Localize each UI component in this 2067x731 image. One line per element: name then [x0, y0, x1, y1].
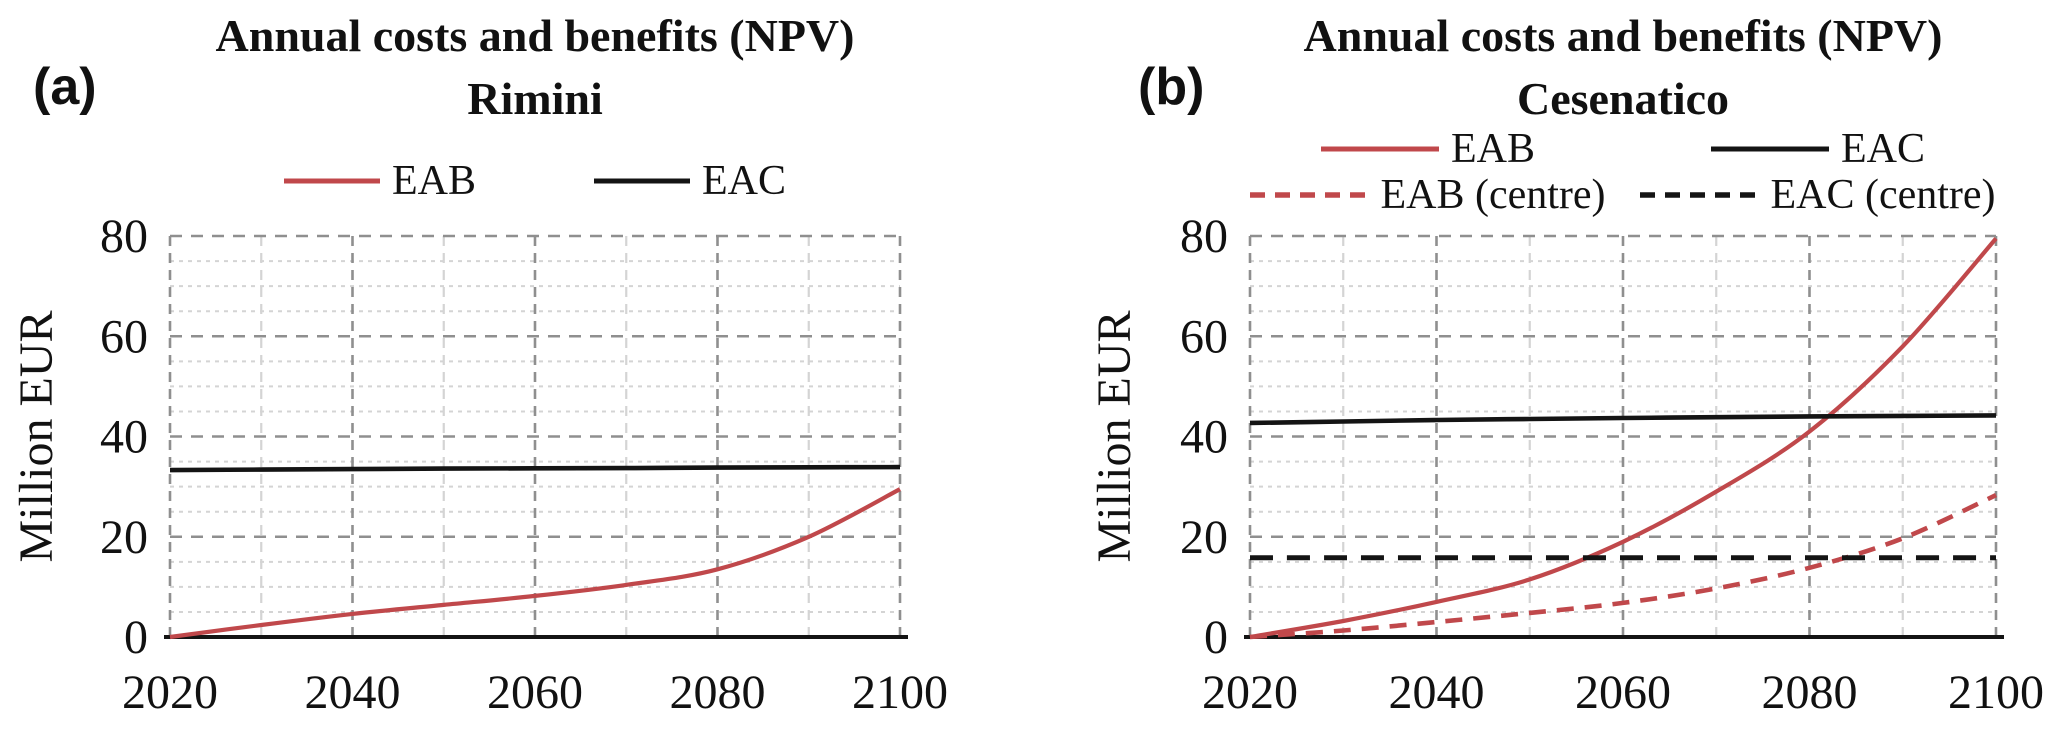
legend-item-eac: EAC [594, 160, 786, 202]
x-tick-label: 2100 [852, 666, 948, 719]
y-axis-title: Million EUR [1088, 310, 1141, 562]
legend-label: EAB [1451, 126, 1535, 172]
legend-row: EAB EAC [1321, 128, 1925, 170]
legend-line-swatch [1321, 146, 1439, 152]
legend-label: EAC [702, 158, 786, 204]
y-tick-label: 0 [124, 611, 148, 664]
legend-row: EAB EAC [284, 160, 786, 202]
x-tick-label: 2040 [1389, 666, 1485, 719]
x-tick-labels: 2020 2040 2060 2080 2100 [122, 666, 948, 719]
series-line-eab--centre- [1249, 493, 1997, 640]
x-tick-label: 2060 [1575, 666, 1671, 719]
chart-panel-cesenatico: (b) Annual costs and benefits (NPV) Cese… [1034, 0, 2067, 731]
legend-item-eac: EAC [1711, 128, 1925, 170]
series-line-eac [169, 464, 901, 473]
legend-item-eab: EAB [1321, 128, 1711, 170]
legend-label: EAB (centre) [1380, 172, 1606, 218]
legend-cesenatico: EAB EAC EAB (centre) EAC (centre) [1250, 128, 1996, 216]
legend-item-eab--centre-: EAB (centre) [1250, 174, 1640, 216]
x-major-gridlines [168, 236, 902, 644]
chart-subtitle-cesenatico: Cesenatico [1516, 73, 1730, 124]
y-tick-label: 80 [100, 210, 148, 263]
x-tick-label: 2040 [305, 666, 401, 719]
series-line-eab [1249, 237, 1998, 640]
x-tick-labels: 2020 2040 2060 2080 2100 [1202, 666, 2044, 719]
x-tick-label: 2080 [1762, 666, 1858, 719]
series-line-eab [169, 487, 901, 640]
legend-label: EAC (centre) [1770, 172, 1996, 218]
y-tick-labels: 0 20 40 60 80 [100, 210, 148, 664]
chart-title-cesenatico: Annual costs and benefits (NPV) [1303, 10, 1943, 61]
legend-line-swatch [284, 178, 380, 184]
y-tick-labels: 0 20 40 60 80 [1180, 210, 1228, 664]
panel-label-a: (a) [33, 58, 97, 116]
legend-row: EAB (centre) EAC (centre) [1250, 172, 1996, 218]
legend-line-swatch [594, 178, 690, 184]
y-tick-label: 40 [1180, 411, 1228, 464]
series-line-eac [1249, 413, 1997, 426]
legend-item-eac--centre-: EAC (centre) [1640, 172, 1996, 218]
chart-subtitle-rimini: Rimini [467, 73, 603, 124]
legend-line-swatch [1640, 192, 1759, 198]
x-major-gridlines [1248, 236, 1998, 644]
legend-line-swatch [1250, 192, 1369, 198]
y-axis-title: Million EUR [10, 310, 63, 562]
x-tick-label: 2020 [1202, 666, 1298, 719]
y-tick-label: 20 [100, 511, 148, 564]
x-tick-label: 2100 [1948, 666, 2044, 719]
y-tick-label: 40 [100, 411, 148, 464]
legend-label: EAC [1841, 126, 1925, 172]
y-tick-label: 80 [1180, 210, 1228, 263]
chart-title-rimini: Annual costs and benefits (NPV) [215, 10, 855, 61]
y-tick-label: 0 [1204, 611, 1228, 664]
y-tick-label: 60 [100, 310, 148, 363]
x-tick-label: 2020 [122, 666, 218, 719]
legend-line-swatch [1711, 146, 1829, 152]
legend-item-eab: EAB [284, 160, 476, 202]
x-tick-label: 2060 [487, 666, 583, 719]
x-tick-label: 2080 [670, 666, 766, 719]
y-tick-label: 60 [1180, 310, 1228, 363]
y-tick-label: 20 [1180, 511, 1228, 564]
legend-rimini: EAB EAC [170, 160, 900, 202]
panel-label-b: (b) [1138, 58, 1205, 116]
legend-label: EAB [392, 158, 476, 204]
chart-panel-rimini: (a) Annual costs and benefits (NPV) Rimi… [0, 0, 1033, 731]
